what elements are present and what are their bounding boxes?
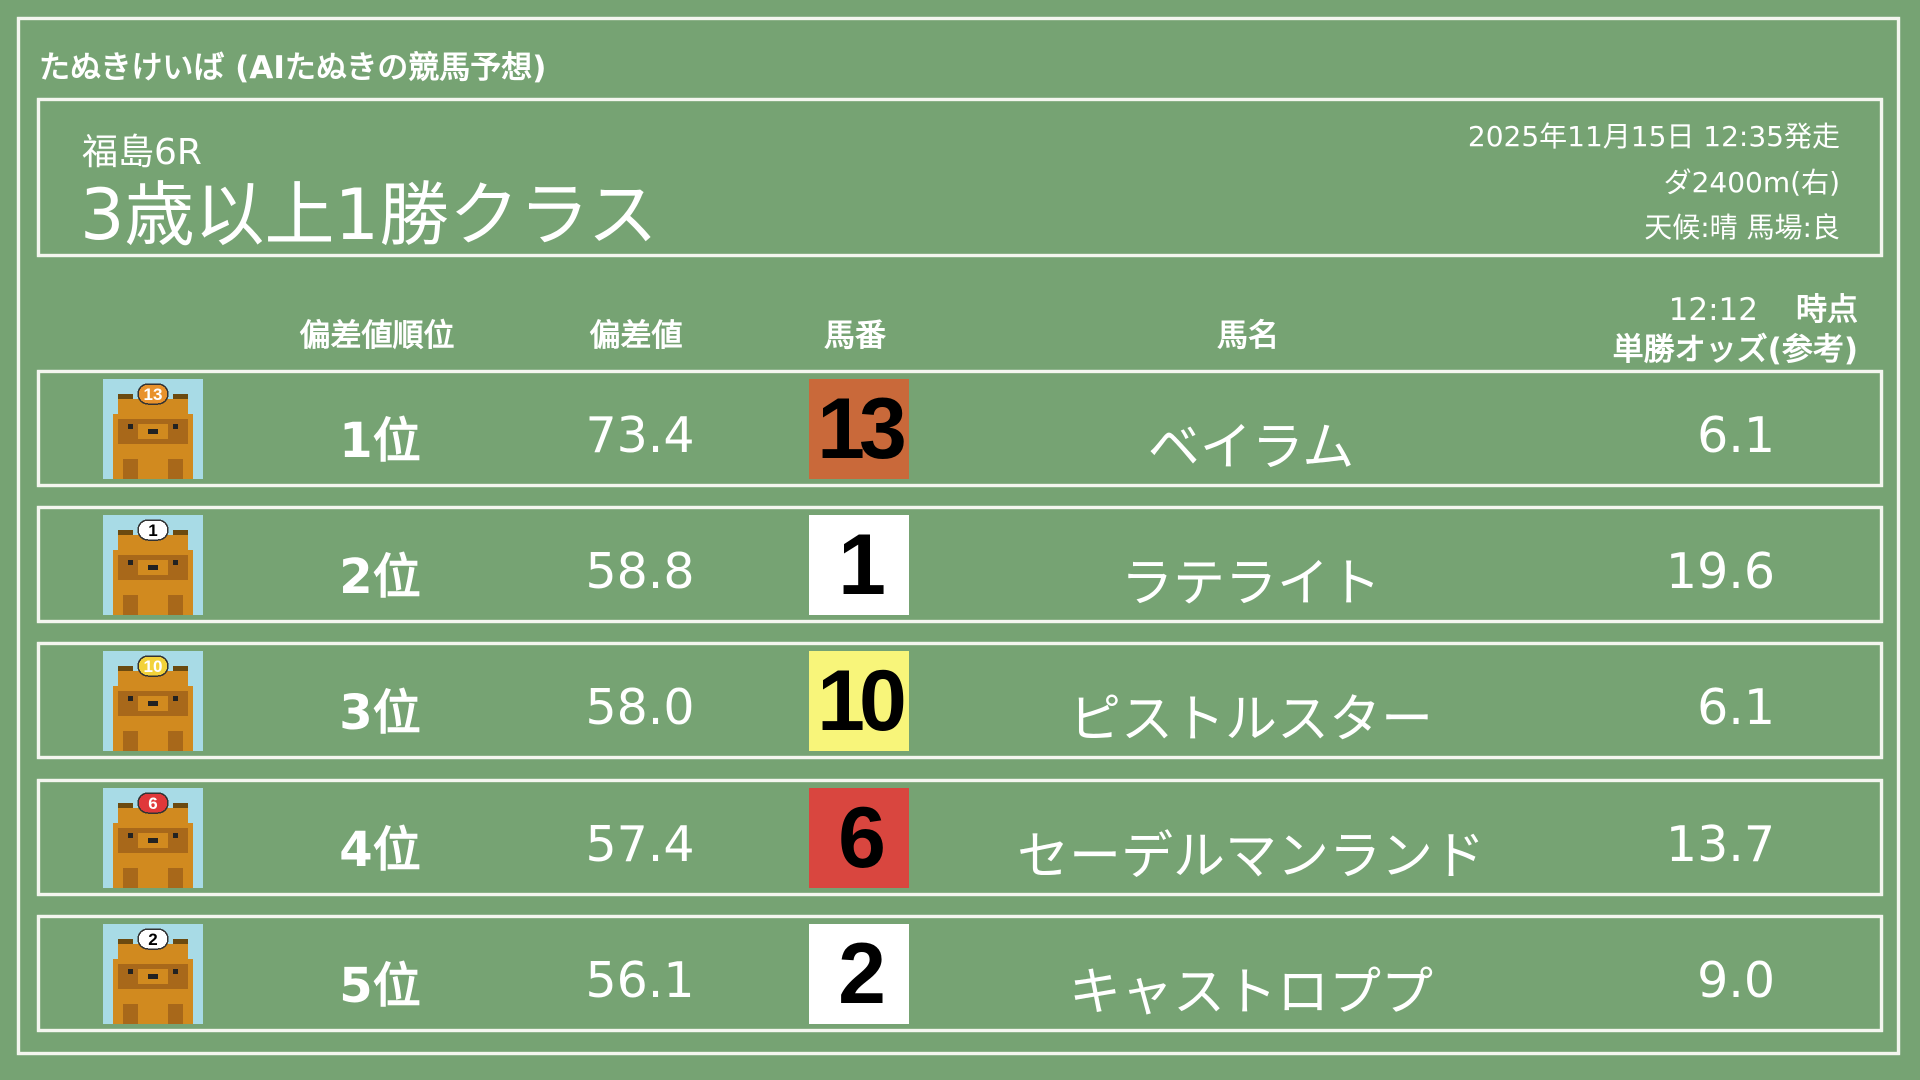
board-frame — [17, 17, 1900, 1055]
cap-number: 6 — [148, 794, 157, 813]
race-name: 3歳以上1勝クラス — [80, 174, 658, 256]
race-venue: 福島6R — [82, 132, 202, 173]
horse-number-badge: 10 — [809, 651, 909, 751]
odds-time: 12:12 — [1668, 292, 1758, 328]
table-row: 13 1位 73.4 13 ベイラム 6.1 — [37, 370, 1883, 487]
race-course: ダ2400m(右) — [1663, 166, 1840, 199]
cap-number: 2 — [148, 930, 157, 949]
table-row: 6 4位 57.4 6 セーデルマンランド 13.7 — [37, 779, 1883, 896]
column-header-number: 馬番 — [824, 318, 886, 354]
table-row: 10 3位 58.0 10 ピストルスター 6.1 — [37, 642, 1883, 759]
race-datetime: 2025年11月15日 12:35発走 — [1467, 120, 1840, 153]
odds-time-suffix: 時点 — [1796, 292, 1858, 328]
win-odds: 6.1 — [1697, 407, 1775, 464]
odds-label: 単勝オッズ(参考) — [1612, 332, 1858, 368]
win-odds: 6.1 — [1697, 679, 1775, 736]
cap-number: 13 — [144, 385, 163, 404]
tanuki-icon: 6 — [103, 788, 203, 888]
column-header-deviation: 偏差値 — [589, 318, 683, 354]
win-odds: 19.6 — [1665, 543, 1775, 600]
cap-number: 1 — [148, 521, 157, 540]
tanuki-icon: 1 — [103, 515, 203, 615]
win-odds: 13.7 — [1665, 816, 1775, 873]
tanuki-icon: 2 — [103, 924, 203, 1024]
horse-number-badge: 2 — [809, 924, 909, 1024]
column-header-odds: 12:12 時点 単勝オッズ(参考) — [1613, 290, 1858, 370]
race-conditions: 天候:晴 馬場:良 — [1644, 211, 1840, 244]
horse-number-badge: 13 — [809, 379, 909, 479]
race-header: 福島6R 3歳以上1勝クラス 2025年11月15日 12:35発走 ダ2400… — [37, 98, 1883, 257]
tanuki-icon: 10 — [103, 651, 203, 751]
table-row: 2 5位 56.1 2 キャストロププ 9.0 — [37, 915, 1883, 1032]
tanuki-icon: 13 — [103, 379, 203, 479]
cap-number: 10 — [144, 657, 163, 676]
column-header-rank: 偏差値順位 — [299, 318, 455, 354]
site-title: たぬきけいば (AIたぬきの競馬予想) — [39, 50, 547, 86]
column-header-name: 馬名 — [1217, 318, 1279, 354]
horse-number-badge: 6 — [809, 788, 909, 888]
win-odds: 9.0 — [1697, 952, 1775, 1009]
horse-number-badge: 1 — [809, 515, 909, 615]
table-row: 1 2位 58.8 1 ラテライト 19.6 — [37, 506, 1883, 623]
